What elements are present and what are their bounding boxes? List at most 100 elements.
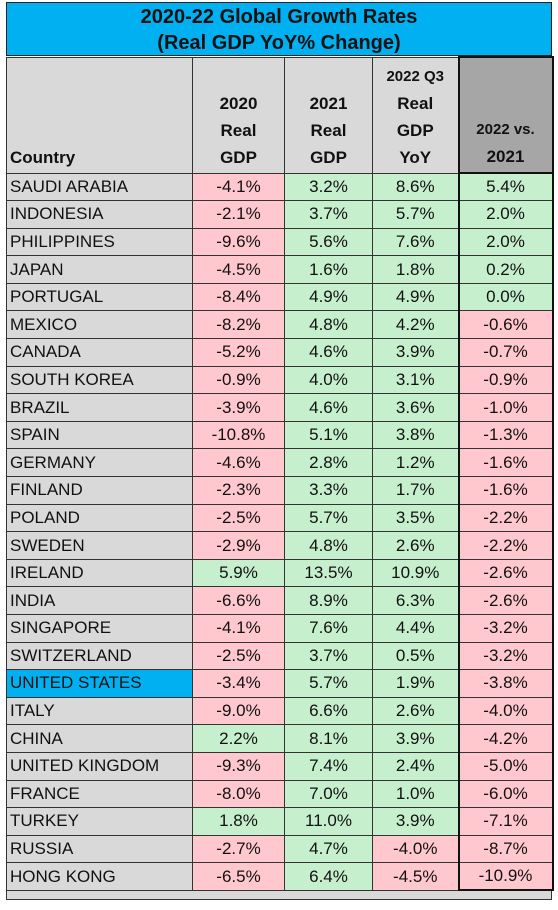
value-cell-gdp2020: -2.9% xyxy=(192,531,285,560)
value-cell-gdp2020: -2.7% xyxy=(192,834,285,864)
value-cell-gdp2020: -4.5% xyxy=(192,255,285,284)
growth-table: Country 2020 Real GDP 2021 Real GDP 2022 Q3 Real… xyxy=(6,56,554,892)
value-cell-gdp2021: 8.9% xyxy=(284,586,373,615)
value-cell-gdp2021: 4.7% xyxy=(284,834,373,864)
value-cell-gdp2022q3: 3.8% xyxy=(372,420,459,450)
column-header-line: YoY xyxy=(399,147,432,167)
value-cell-gdp2021: 4.8% xyxy=(284,310,373,340)
value-cell-gdp2020: -8.0% xyxy=(192,779,285,809)
value-cell-gdp2021: 4.9% xyxy=(284,282,373,312)
value-cell-gdp2021: 6.6% xyxy=(284,696,373,726)
country-cell: CANADA xyxy=(6,338,193,367)
value-cell-gdp2020: -2.5% xyxy=(192,503,285,533)
value-cell-gdp2020: -8.2% xyxy=(192,310,285,340)
value-cell-gdp2022q3: 4.4% xyxy=(372,614,459,643)
value-cell-gdp2020: 2.2% xyxy=(192,724,285,753)
value-cell-gdp2022q3: 10.9% xyxy=(372,558,459,588)
column-header-gdp2020: 2020 Real GDP xyxy=(192,56,285,174)
table-row: CHINA 2.2% 8.1% 3.9% -4.2% xyxy=(6,724,554,753)
country-cell: ITALY xyxy=(6,696,193,726)
value-cell-diff: -4.0% xyxy=(457,696,554,726)
column-header-line: Real xyxy=(310,120,347,140)
column-header-gdp2021: 2021 Real GDP xyxy=(284,56,373,174)
value-cell-gdp2021: 3.7% xyxy=(284,200,373,229)
table-title: 2020-22 Global Growth Rates xyxy=(140,6,418,28)
country-cell: PORTUGAL xyxy=(6,282,193,312)
header-row: Country 2020 Real GDP 2021 Real GDP 2022 Q3 Real… xyxy=(6,56,554,174)
value-cell-gdp2022q3: 4.9% xyxy=(372,282,459,312)
value-cell-gdp2022q3: 3.9% xyxy=(372,338,459,367)
value-cell-gdp2020: 1.8% xyxy=(192,807,285,836)
value-cell-diff: -8.7% xyxy=(457,834,554,864)
country-cell: MEXICO xyxy=(6,310,193,340)
value-cell-diff: 0.2% xyxy=(457,255,554,284)
value-cell-diff: -1.6% xyxy=(457,476,554,505)
growth-table-panel: 2020-22 Global Growth Rates (Real GDP Yo… xyxy=(6,2,554,901)
country-cell: POLAND xyxy=(6,503,193,533)
value-cell-diff: -1.3% xyxy=(457,420,554,450)
value-cell-diff: -0.7% xyxy=(457,338,554,367)
country-cell: SWEDEN xyxy=(6,531,193,560)
table-title-block: 2020-22 Global Growth Rates (Real GDP Yo… xyxy=(6,2,552,56)
value-cell-gdp2022q3: 1.9% xyxy=(372,669,459,698)
country-cell: FINLAND xyxy=(6,476,193,505)
value-cell-diff: -3.2% xyxy=(457,614,554,643)
table-row: HONG KONG -6.5% 6.4% -4.5% -10.9% xyxy=(6,862,554,892)
table-row: FINLAND -2.3% 3.3% 1.7% -1.6% xyxy=(6,476,554,505)
value-cell-diff: -7.1% xyxy=(457,807,554,836)
value-cell-diff: -6.0% xyxy=(457,779,554,809)
table-row: INDIA -6.6% 8.9% 6.3% -2.6% xyxy=(6,586,554,615)
value-cell-diff: -1.0% xyxy=(457,393,554,422)
table-row: FRANCE -8.0% 7.0% 1.0% -6.0% xyxy=(6,779,554,809)
table-row: SOUTH KOREA -0.9% 4.0% 3.1% -0.9% xyxy=(6,365,554,395)
table-footer xyxy=(6,891,552,901)
table-row: POLAND -2.5% 5.7% 3.5% -2.2% xyxy=(6,503,554,533)
value-cell-gdp2020: -9.6% xyxy=(192,227,285,257)
value-cell-gdp2021: 4.0% xyxy=(284,365,373,395)
country-cell: UNITED STATES xyxy=(6,669,193,698)
country-cell: SAUDI ARABIA xyxy=(6,172,193,202)
column-header-line: 2020 xyxy=(219,93,258,113)
table-subtitle: (Real GDP YoY% Change) xyxy=(157,32,401,54)
column-header-diff: 2022 vs. 2021 xyxy=(457,56,554,174)
value-cell-gdp2020: -2.3% xyxy=(192,476,285,505)
table-row: SAUDI ARABIA -4.1% 3.2% 8.6% 5.4% xyxy=(6,172,554,202)
table-row: SWITZERLAND -2.5% 3.7% 0.5% -3.2% xyxy=(6,641,554,671)
value-cell-gdp2021: 11.0% xyxy=(284,807,373,836)
country-cell: INDIA xyxy=(6,586,193,615)
value-cell-gdp2020: -5.2% xyxy=(192,338,285,367)
table-row: JAPAN -4.5% 1.6% 1.8% 0.2% xyxy=(6,255,554,284)
value-cell-gdp2021: 5.7% xyxy=(284,669,373,698)
value-cell-diff: -5.0% xyxy=(457,751,554,781)
value-cell-gdp2020: -9.3% xyxy=(192,751,285,781)
value-cell-gdp2022q3: 3.1% xyxy=(372,365,459,395)
value-cell-diff: 2.0% xyxy=(457,227,554,257)
value-cell-diff: 5.4% xyxy=(457,172,554,202)
value-cell-diff: 2.0% xyxy=(457,200,554,229)
country-cell: IRELAND xyxy=(6,558,193,588)
value-cell-gdp2020: -4.1% xyxy=(192,614,285,643)
column-header-line: GDP xyxy=(396,120,434,140)
value-cell-diff: -0.6% xyxy=(457,310,554,340)
column-header-line: Real xyxy=(397,93,434,113)
value-cell-gdp2020: -2.1% xyxy=(192,200,285,229)
value-cell-gdp2021: 3.3% xyxy=(284,476,373,505)
country-cell: CHINA xyxy=(6,724,193,753)
country-cell: TURKEY xyxy=(6,807,193,836)
table-row: BRAZIL -3.9% 4.6% 3.6% -1.0% xyxy=(6,393,554,422)
value-cell-diff: -3.2% xyxy=(457,641,554,671)
value-cell-gdp2021: 5.6% xyxy=(284,227,373,257)
country-cell: UNITED KINGDOM xyxy=(6,751,193,781)
table-row: SPAIN -10.8% 5.1% 3.8% -1.3% xyxy=(6,420,554,450)
value-cell-gdp2022q3: 3.5% xyxy=(372,503,459,533)
value-cell-gdp2020: -10.8% xyxy=(192,420,285,450)
table-row: UNITED KINGDOM -9.3% 7.4% 2.4% -5.0% xyxy=(6,751,554,781)
value-cell-gdp2021: 8.1% xyxy=(284,724,373,753)
value-cell-gdp2021: 7.6% xyxy=(284,614,373,643)
table-row: CANADA -5.2% 4.6% 3.9% -0.7% xyxy=(6,338,554,367)
value-cell-gdp2020: -4.6% xyxy=(192,448,285,478)
value-cell-gdp2022q3: 3.9% xyxy=(372,724,459,753)
table-row: PHILIPPINES -9.6% 5.6% 7.6% 2.0% xyxy=(6,227,554,257)
value-cell-gdp2022q3: 2.6% xyxy=(372,696,459,726)
value-cell-gdp2020: -4.1% xyxy=(192,172,285,202)
